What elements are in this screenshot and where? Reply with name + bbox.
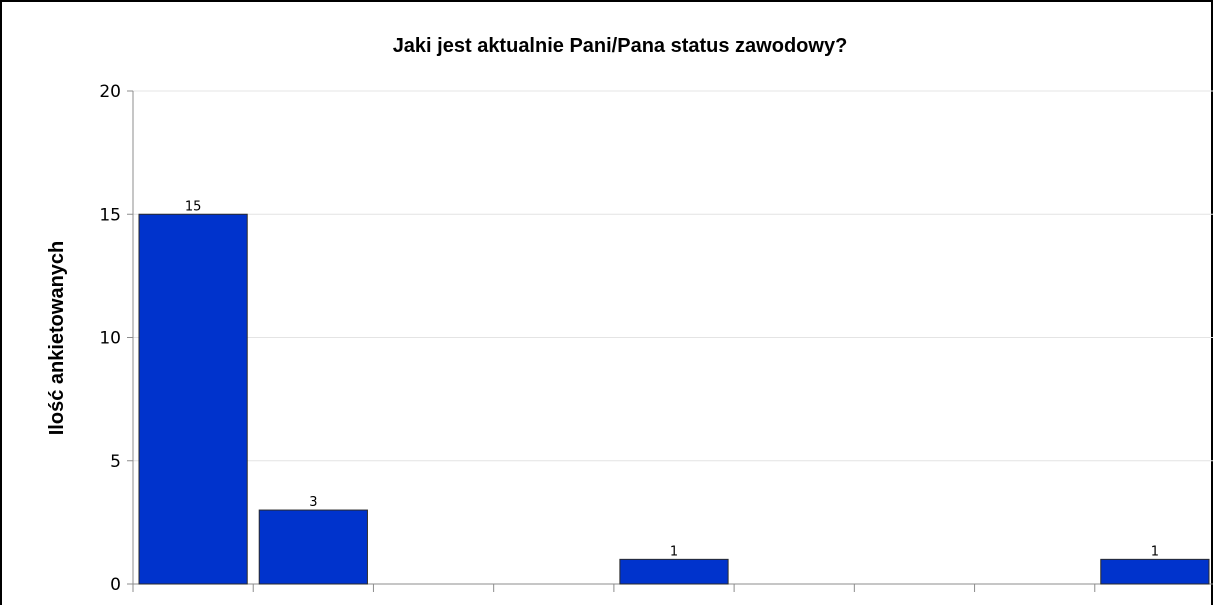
y-axis-label: Ilość ankietowanych <box>46 241 68 436</box>
bar-value-label: 1 <box>1151 544 1159 559</box>
y-tick-label: 15 <box>99 205 121 225</box>
bars <box>138 213 1210 585</box>
data-labels: 15 3 1 1 <box>185 199 1159 559</box>
bar <box>258 509 368 585</box>
bar-value-label: 15 <box>185 199 202 214</box>
y-tick-labels: 0 5 10 15 20 <box>99 82 121 595</box>
y-tick-label: 20 <box>99 82 121 102</box>
chart-title: Jaki jest aktualnie Pani/Pana status zaw… <box>393 35 848 57</box>
y-tick-label: 5 <box>110 452 121 472</box>
bar-value-label: 1 <box>670 544 678 559</box>
y-tick-label: 10 <box>99 329 121 349</box>
bar <box>138 213 248 585</box>
y-tick-label: 0 <box>110 575 121 595</box>
bar <box>619 558 729 585</box>
bar <box>1100 558 1210 585</box>
grid-lines <box>133 90 1213 462</box>
bar-value-label: 3 <box>309 495 317 510</box>
